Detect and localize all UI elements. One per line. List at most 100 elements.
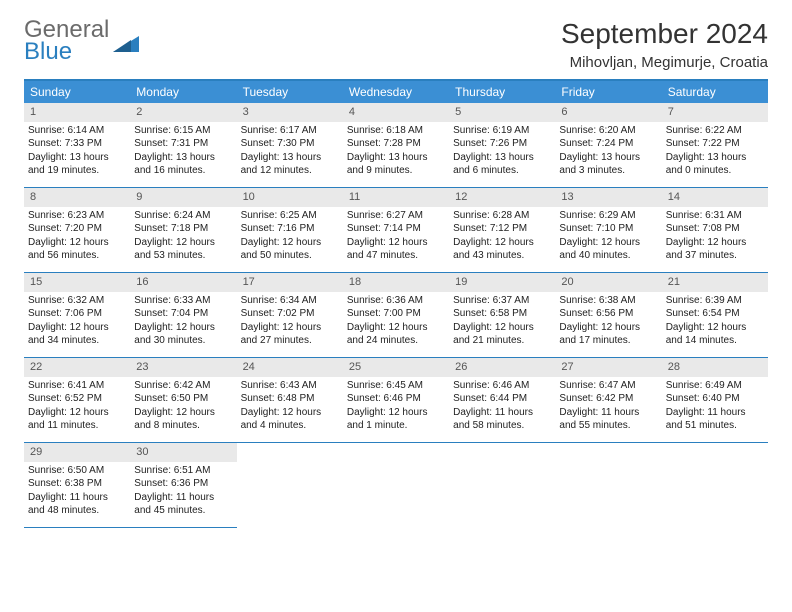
sunset-line: Sunset: 7:00 PM bbox=[347, 307, 445, 321]
daylight-line: Daylight: 12 hours and 56 minutes. bbox=[28, 236, 126, 263]
daylight-line: Daylight: 12 hours and 53 minutes. bbox=[134, 236, 232, 263]
sunset-line: Sunset: 6:42 PM bbox=[559, 392, 657, 406]
daylight-line: Daylight: 12 hours and 14 minutes. bbox=[666, 321, 764, 348]
sunrise-line: Sunrise: 6:31 AM bbox=[666, 209, 764, 223]
sunrise-line: Sunrise: 6:36 AM bbox=[347, 294, 445, 308]
day-number: 6 bbox=[555, 103, 661, 122]
daylight-line: Daylight: 12 hours and 21 minutes. bbox=[453, 321, 551, 348]
sunrise-line: Sunrise: 6:43 AM bbox=[241, 379, 339, 393]
sunset-line: Sunset: 6:52 PM bbox=[28, 392, 126, 406]
sunset-line: Sunset: 6:58 PM bbox=[453, 307, 551, 321]
sunrise-line: Sunrise: 6:28 AM bbox=[453, 209, 551, 223]
day-number: 17 bbox=[237, 273, 343, 292]
calendar-cell: 13Sunrise: 6:29 AMSunset: 7:10 PMDayligh… bbox=[555, 188, 661, 273]
day-number: 5 bbox=[449, 103, 555, 122]
sunset-line: Sunset: 7:31 PM bbox=[134, 137, 232, 151]
daylight-line: Daylight: 13 hours and 0 minutes. bbox=[666, 151, 764, 178]
sunrise-line: Sunrise: 6:41 AM bbox=[28, 379, 126, 393]
daylight-line: Daylight: 13 hours and 6 minutes. bbox=[453, 151, 551, 178]
calendar-cell: 16Sunrise: 6:33 AMSunset: 7:04 PMDayligh… bbox=[130, 273, 236, 358]
day-number: 19 bbox=[449, 273, 555, 292]
day-number: 8 bbox=[24, 188, 130, 207]
sunset-line: Sunset: 7:28 PM bbox=[347, 137, 445, 151]
calendar-cell: 28Sunrise: 6:49 AMSunset: 6:40 PMDayligh… bbox=[662, 358, 768, 443]
sunrise-line: Sunrise: 6:23 AM bbox=[28, 209, 126, 223]
header: General Blue September 2024 Mihovljan, M… bbox=[24, 18, 768, 71]
sunset-line: Sunset: 7:02 PM bbox=[241, 307, 339, 321]
calendar-cell: 29Sunrise: 6:50 AMSunset: 6:38 PMDayligh… bbox=[24, 443, 130, 528]
daylight-line: Daylight: 12 hours and 47 minutes. bbox=[347, 236, 445, 263]
day-number: 1 bbox=[24, 103, 130, 122]
calendar-cell: 8Sunrise: 6:23 AMSunset: 7:20 PMDaylight… bbox=[24, 188, 130, 273]
calendar-cell: 3Sunrise: 6:17 AMSunset: 7:30 PMDaylight… bbox=[237, 103, 343, 188]
sunset-line: Sunset: 6:36 PM bbox=[134, 477, 232, 491]
day-number: 3 bbox=[237, 103, 343, 122]
sunrise-line: Sunrise: 6:15 AM bbox=[134, 124, 232, 138]
weekday-header: Thursday bbox=[449, 81, 555, 103]
sunset-line: Sunset: 7:04 PM bbox=[134, 307, 232, 321]
calendar-cell: 1Sunrise: 6:14 AMSunset: 7:33 PMDaylight… bbox=[24, 103, 130, 188]
sunrise-line: Sunrise: 6:19 AM bbox=[453, 124, 551, 138]
daylight-line: Daylight: 13 hours and 12 minutes. bbox=[241, 151, 339, 178]
logo-text-blue: Blue bbox=[24, 40, 109, 64]
calendar-cell: 23Sunrise: 6:42 AMSunset: 6:50 PMDayligh… bbox=[130, 358, 236, 443]
sunrise-line: Sunrise: 6:49 AM bbox=[666, 379, 764, 393]
day-number: 30 bbox=[130, 443, 236, 462]
daylight-line: Daylight: 12 hours and 30 minutes. bbox=[134, 321, 232, 348]
daylight-line: Daylight: 11 hours and 55 minutes. bbox=[559, 406, 657, 433]
daylight-line: Daylight: 12 hours and 8 minutes. bbox=[134, 406, 232, 433]
sunset-line: Sunset: 6:56 PM bbox=[559, 307, 657, 321]
day-number: 15 bbox=[24, 273, 130, 292]
sunset-line: Sunset: 7:26 PM bbox=[453, 137, 551, 151]
sunset-line: Sunset: 7:16 PM bbox=[241, 222, 339, 236]
sunset-line: Sunset: 7:14 PM bbox=[347, 222, 445, 236]
day-number: 25 bbox=[343, 358, 449, 377]
sunset-line: Sunset: 6:46 PM bbox=[347, 392, 445, 406]
sunset-line: Sunset: 6:50 PM bbox=[134, 392, 232, 406]
day-number: 26 bbox=[449, 358, 555, 377]
day-number: 20 bbox=[555, 273, 661, 292]
sunrise-line: Sunrise: 6:22 AM bbox=[666, 124, 764, 138]
sunrise-line: Sunrise: 6:14 AM bbox=[28, 124, 126, 138]
day-number: 22 bbox=[24, 358, 130, 377]
day-number: 10 bbox=[237, 188, 343, 207]
daylight-line: Daylight: 12 hours and 27 minutes. bbox=[241, 321, 339, 348]
calendar-grid: SundayMondayTuesdayWednesdayThursdayFrid… bbox=[24, 79, 768, 528]
sunrise-line: Sunrise: 6:45 AM bbox=[347, 379, 445, 393]
calendar-cell: 5 Sunrise: 6:19 AMSunset: 7:26 PMDaylight… bbox=[449, 103, 555, 188]
weekday-header: Sunday bbox=[24, 81, 130, 103]
sunset-line: Sunset: 7:24 PM bbox=[559, 137, 657, 151]
daylight-line: Daylight: 12 hours and 37 minutes. bbox=[666, 236, 764, 263]
sunrise-line: Sunrise: 6:17 AM bbox=[241, 124, 339, 138]
calendar-cell: 10Sunrise: 6:25 AMSunset: 7:16 PMDayligh… bbox=[237, 188, 343, 273]
calendar-cell: 11Sunrise: 6:27 AMSunset: 7:14 PMDayligh… bbox=[343, 188, 449, 273]
day-number: 18 bbox=[343, 273, 449, 292]
day-number: 28 bbox=[662, 358, 768, 377]
day-number: 21 bbox=[662, 273, 768, 292]
calendar-cell bbox=[555, 443, 661, 528]
daylight-line: Daylight: 12 hours and 40 minutes. bbox=[559, 236, 657, 263]
sunset-line: Sunset: 6:54 PM bbox=[666, 307, 764, 321]
sunrise-line: Sunrise: 6:38 AM bbox=[559, 294, 657, 308]
calendar-cell: 12Sunrise: 6:28 AMSunset: 7:12 PMDayligh… bbox=[449, 188, 555, 273]
calendar-cell: 22Sunrise: 6:41 AMSunset: 6:52 PMDayligh… bbox=[24, 358, 130, 443]
sunrise-line: Sunrise: 6:18 AM bbox=[347, 124, 445, 138]
daylight-line: Daylight: 13 hours and 16 minutes. bbox=[134, 151, 232, 178]
calendar-cell bbox=[449, 443, 555, 528]
daylight-line: Daylight: 11 hours and 48 minutes. bbox=[28, 491, 126, 518]
weekday-header: Tuesday bbox=[237, 81, 343, 103]
calendar-cell: 7Sunrise: 6:22 AMSunset: 7:22 PMDaylight… bbox=[662, 103, 768, 188]
daylight-line: Daylight: 12 hours and 1 minute. bbox=[347, 406, 445, 433]
calendar-cell: 9Sunrise: 6:24 AMSunset: 7:18 PMDaylight… bbox=[130, 188, 236, 273]
day-number: 13 bbox=[555, 188, 661, 207]
sunrise-line: Sunrise: 6:42 AM bbox=[134, 379, 232, 393]
daylight-line: Daylight: 12 hours and 24 minutes. bbox=[347, 321, 445, 348]
daylight-line: Daylight: 11 hours and 45 minutes. bbox=[134, 491, 232, 518]
weekday-header: Saturday bbox=[662, 81, 768, 103]
daylight-line: Daylight: 12 hours and 50 minutes. bbox=[241, 236, 339, 263]
day-number: 14 bbox=[662, 188, 768, 207]
calendar-cell: 30Sunrise: 6:51 AMSunset: 6:36 PMDayligh… bbox=[130, 443, 236, 528]
sunset-line: Sunset: 7:12 PM bbox=[453, 222, 551, 236]
calendar-cell: 6Sunrise: 6:20 AMSunset: 7:24 PMDaylight… bbox=[555, 103, 661, 188]
day-number: 24 bbox=[237, 358, 343, 377]
